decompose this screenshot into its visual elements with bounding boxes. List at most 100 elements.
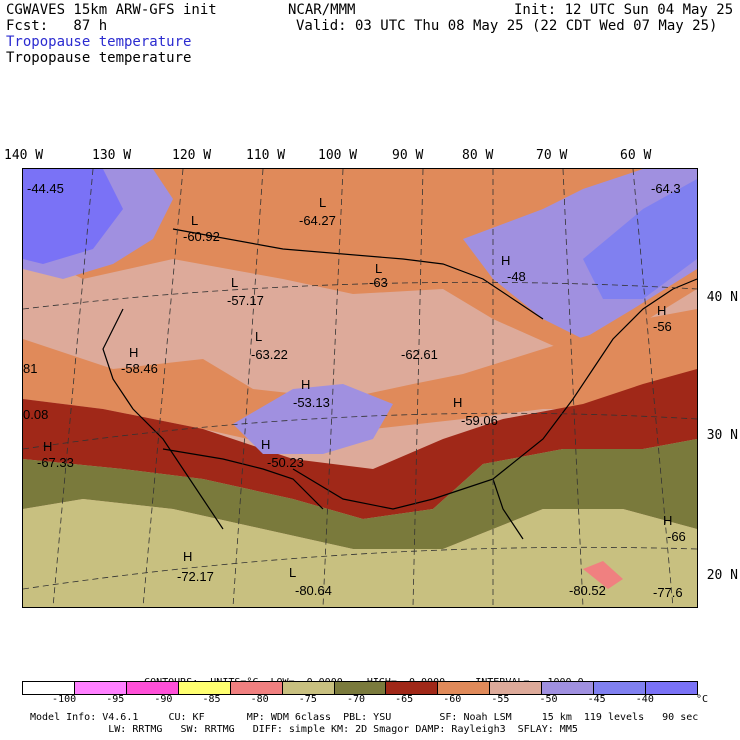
- mexico-border: [162, 448, 324, 510]
- colorbar: [22, 681, 698, 695]
- map-value-label: -58.46: [121, 361, 158, 376]
- lon-label: 70 W: [536, 148, 568, 163]
- colorbar-swatch: [74, 682, 127, 694]
- map-value-label: -63: [369, 275, 388, 290]
- central-warm-band: [23, 309, 697, 449]
- map-hl-label: H: [501, 253, 510, 268]
- colorbar-tick-label: -50: [539, 694, 558, 705]
- model-info-line1: Model Info: V4.6.1 CU: KF MP: WDM 6class…: [30, 712, 699, 723]
- map-value-label: -77.6: [653, 585, 683, 600]
- map-value-label: -44.45: [27, 181, 64, 196]
- lon-label: 100 W: [318, 148, 358, 163]
- lat-label: 20 N: [706, 568, 738, 583]
- colorbar-tick-label: -70: [346, 694, 365, 705]
- field-title-blue: Tropopause temperature: [6, 34, 192, 50]
- colorbar-tick-label: -75: [298, 694, 317, 705]
- field-title: Tropopause temperature: [6, 50, 192, 66]
- map-hl-label: H: [183, 549, 192, 564]
- map-hl-label: H: [663, 513, 672, 528]
- map-hl-label: L: [375, 261, 382, 276]
- map-hl-label: H: [453, 395, 462, 410]
- lon-label: 90 W: [392, 148, 424, 163]
- colorbar-tick-label: -65: [395, 694, 414, 705]
- colorbar-tick-label: -60: [443, 694, 462, 705]
- map-value-label: -62.61: [401, 347, 438, 362]
- colorbar-tick-label: -80: [250, 694, 269, 705]
- map-hl-label: L: [255, 329, 262, 344]
- map-hl-label: L: [191, 213, 198, 228]
- lat-label: 30 N: [706, 428, 738, 443]
- map-value-label: 0.08: [23, 407, 48, 422]
- init-time: Init: 12 UTC Sun 04 May 25: [514, 2, 734, 18]
- map-value-label: -53.13: [293, 395, 330, 410]
- map-value-label: -80.52: [569, 583, 606, 598]
- map-value-label: -60.92: [183, 229, 220, 244]
- colorbar-ticks: -100 -95 -90 -85 -80 -75 -70 -65 -60 -55 -50 -45 -40…: [22, 694, 708, 706]
- map-value-label: -72.17: [177, 569, 214, 584]
- lon-label: 110 W: [246, 148, 286, 163]
- map-value-label: -67.33: [37, 455, 74, 470]
- lon-label: 130 W: [92, 148, 132, 163]
- lat-label: 40 N: [706, 290, 738, 305]
- ne-deep-blue: [583, 179, 697, 299]
- southern-dark-red-band: [23, 369, 697, 519]
- east-coast: [492, 278, 697, 480]
- colorbar-swatch: [594, 682, 647, 694]
- colorbar-tick-label: -100: [52, 694, 77, 705]
- colorbar-swatch: [386, 682, 439, 694]
- colorbar-tick-label: -95: [106, 694, 125, 705]
- map-value-label: -50.23: [267, 455, 304, 470]
- map-hl-label: H: [261, 437, 270, 452]
- lon-label: 120 W: [172, 148, 212, 163]
- map-value-label: 81: [23, 361, 37, 376]
- colorbar-swatch: [23, 682, 75, 694]
- coastline-lines: [102, 228, 697, 540]
- canada-border: [172, 228, 544, 320]
- colorbar-swatch: [490, 682, 543, 694]
- map-value-label: -59.06: [461, 413, 498, 428]
- lon-label: 140 W: [4, 148, 44, 163]
- map-hl-label: H: [657, 303, 666, 318]
- org-label: NCAR/MMM: [288, 2, 356, 18]
- map-value-label: -80.64: [295, 583, 332, 598]
- map-hl-label: H: [43, 439, 52, 454]
- map-hl-label: H: [129, 345, 138, 360]
- map-value-label: -66: [667, 529, 686, 544]
- map-value-label: -64.3: [651, 181, 681, 196]
- map-hl-label: H: [301, 377, 310, 392]
- colorbar-swatch: [646, 682, 697, 694]
- map-value-label: -64.27: [299, 213, 336, 228]
- southern-olive-band: [23, 439, 697, 549]
- colorbar-swatch: [542, 682, 595, 694]
- cuba-warm-spot: [583, 561, 623, 589]
- grid-lines: [23, 169, 697, 607]
- nw-deep-blue: [23, 169, 123, 264]
- model-info-line2: LW: RRTMG SW: RRTMG DIFF: simple KM: 2D …: [30, 724, 578, 735]
- map-hl-label: L: [231, 275, 238, 290]
- colorbar-swatch: [178, 682, 231, 694]
- colorbar-tick-label: -55: [491, 694, 510, 705]
- west-coast: [102, 308, 224, 530]
- map-value-label: -56: [653, 319, 672, 334]
- colorbar-swatch: [282, 682, 335, 694]
- colorbar-tick-label: -40: [635, 694, 654, 705]
- lon-label: 80 W: [462, 148, 494, 163]
- map-hl-label: L: [319, 195, 326, 210]
- forecast-hour: Fcst: 87 h: [6, 18, 108, 34]
- colorbar-tick-label: -85: [202, 694, 221, 705]
- model-title: CGWAVES 15km ARW-GFS init: [6, 2, 217, 18]
- map-value-label: -57.17: [227, 293, 264, 308]
- lon-label: 60 W: [620, 148, 652, 163]
- colorbar-swatch: [438, 682, 491, 694]
- map-value-label: -63.22: [251, 347, 288, 362]
- colorbar-swatch: [126, 682, 179, 694]
- valid-time: Valid: 03 UTC Thu 08 May 25 (22 CDT Wed …: [296, 18, 718, 34]
- tropopause-map: -44.45 L -60.92 L -64.27 -64.3 H -48 L -…: [22, 168, 698, 608]
- colorbar-swatch: [334, 682, 387, 694]
- map-hl-label: L: [289, 565, 296, 580]
- colorbar-unit: °C: [696, 694, 709, 705]
- tropical-light-band: [23, 499, 697, 607]
- colorbar-tick-label: -45: [587, 694, 606, 705]
- gulf-coast: [292, 468, 524, 540]
- colorbar-tick-label: -90: [154, 694, 173, 705]
